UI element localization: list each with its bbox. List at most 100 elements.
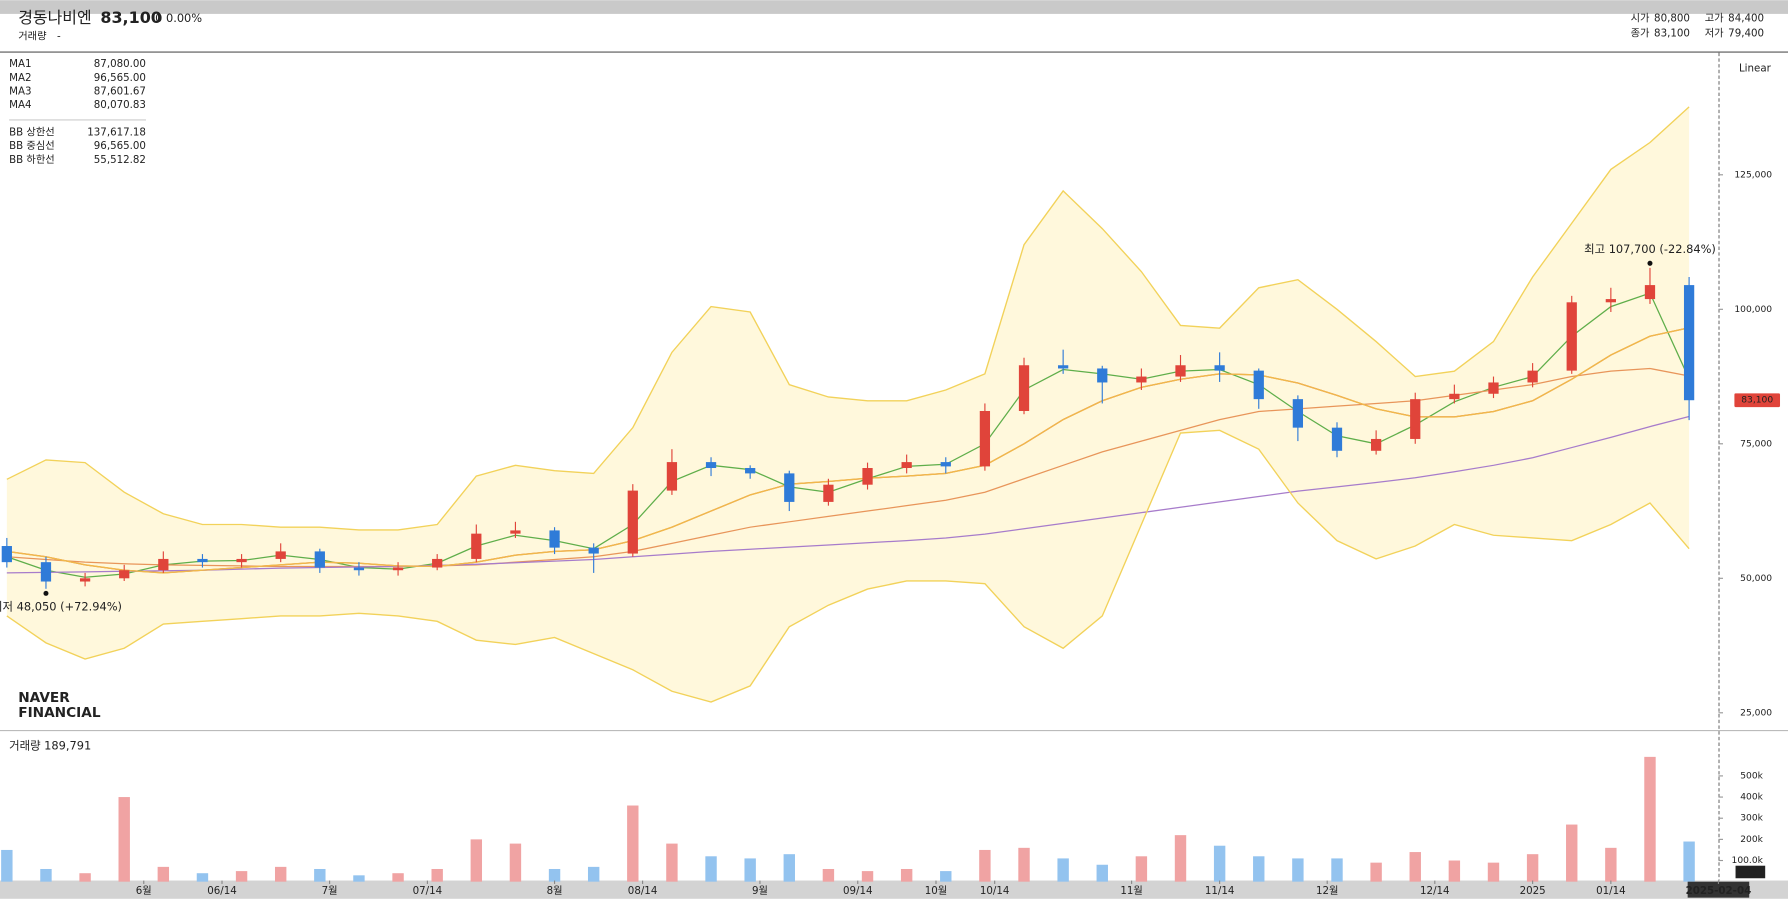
y-tick-label: 125,000 (1734, 170, 1772, 180)
candle-body (1, 546, 12, 563)
candle-body (1488, 382, 1499, 394)
candle-body (510, 530, 521, 534)
ma-line (6, 367, 1690, 568)
candle-body (862, 468, 873, 485)
legend-value: 87,601.67 (94, 85, 146, 97)
scale-mode[interactable]: Linear (1739, 63, 1772, 75)
legend-name: BB 중심선 (9, 140, 55, 152)
volume-title: 거래량 189,791 (9, 738, 91, 752)
top-frame (0, 0, 1788, 14)
candle-body (79, 578, 91, 582)
y-tick-label: 100,000 (1734, 305, 1772, 315)
x-tick-label: 11월 (1120, 885, 1142, 897)
volume-bar (1292, 858, 1304, 882)
volume-bar (666, 843, 678, 882)
x-tick-label: 2025 (1520, 885, 1546, 897)
ma-line (6, 327, 1690, 574)
x-tick-label: 12월 (1316, 885, 1338, 897)
stock-change: 0 0.00% (155, 11, 202, 25)
candle-body (979, 410, 991, 467)
stock-price: 83,100 (100, 8, 162, 27)
x-tick-label: 07/14 (413, 885, 443, 897)
volume-bar (353, 875, 365, 882)
candle-body (1097, 368, 1108, 383)
volume-value: - (57, 31, 61, 43)
volume-bar (1174, 835, 1187, 882)
ma-line (6, 429, 1690, 703)
volume-tick-label: 300k (1740, 814, 1763, 824)
candle-body (275, 551, 286, 559)
volume-caption: 거래량 (18, 31, 47, 43)
quote-value: 83,100 (1654, 27, 1690, 39)
volume-bar (196, 873, 209, 882)
legend-value: 137,617.18 (87, 126, 146, 138)
candle-body (119, 570, 130, 579)
volume-bar (1018, 847, 1030, 882)
legend-value: 96,565.00 (94, 72, 146, 84)
candle-body (940, 462, 951, 467)
legend-name: MA3 (9, 85, 31, 97)
quote-label: 종가 (1631, 27, 1650, 39)
legend-name: BB 상한선 (9, 126, 55, 138)
candle-body (1058, 365, 1069, 369)
x-tick-label: 06/14 (207, 885, 237, 897)
x-tick-label: 01/14 (1596, 885, 1626, 897)
volume-bar (1331, 858, 1343, 882)
volume-bar (822, 868, 835, 882)
price-tag-bg (1734, 393, 1781, 408)
candle-body (1175, 365, 1186, 377)
volume-bar (1605, 847, 1617, 882)
volume-bar (1644, 756, 1656, 882)
candle-body (666, 462, 678, 491)
candle-body (40, 562, 52, 582)
x-tick-label: 8월 (547, 885, 563, 897)
stock-name: 경동나비엔 (18, 8, 91, 27)
volume-bar (744, 858, 756, 882)
volume-bar (392, 873, 404, 882)
legend-name: MA4 (9, 99, 31, 111)
candle-body (197, 558, 208, 563)
candle-body (236, 558, 247, 563)
candle-body (1449, 393, 1460, 400)
candle-body (1370, 438, 1382, 451)
volume-bar (1057, 858, 1069, 882)
candle-body (1527, 370, 1538, 383)
x-tick-label: 08/14 (628, 885, 658, 897)
candle-body (1683, 285, 1695, 401)
candle-body (1605, 299, 1616, 303)
volume-bar (900, 868, 913, 882)
volume-badge-bg (1735, 865, 1766, 879)
legend-name: BB 하한선 (9, 153, 55, 166)
volume-bar (509, 843, 522, 882)
volume-bar (1370, 862, 1382, 882)
volume-bar (940, 871, 952, 882)
volume-bar (1683, 841, 1695, 882)
volume-bar (314, 868, 326, 882)
legend-name: MA1 (9, 58, 31, 70)
candle-body (1214, 365, 1225, 371)
volume-bar (548, 868, 561, 882)
y-tick-label: 25,000 (1740, 708, 1772, 718)
volume-bar (783, 854, 795, 882)
x-tick-label: 9월 (752, 885, 768, 897)
x-tick-highlight (1687, 881, 1750, 898)
volume-bar (1, 849, 13, 882)
volume-badge: 4.45k (1738, 868, 1764, 878)
candle-body (588, 547, 599, 554)
volume-bar (979, 849, 991, 882)
candle-body (627, 490, 638, 554)
volume-bar (470, 839, 483, 882)
candle-body (823, 484, 834, 502)
volume-tick-label: 500k (1740, 771, 1763, 781)
legend-value: 87,080.00 (94, 58, 146, 70)
candle-body (314, 551, 325, 568)
candle-body (158, 558, 169, 571)
candle-body (392, 567, 404, 571)
quote-value: 84,400 (1728, 12, 1764, 24)
candle-body (1018, 365, 1030, 411)
quote-value: 79,400 (1728, 27, 1764, 39)
x-tick-label: 7월 (322, 885, 338, 897)
candle-body (1331, 427, 1343, 451)
volume-bar (1409, 852, 1421, 882)
